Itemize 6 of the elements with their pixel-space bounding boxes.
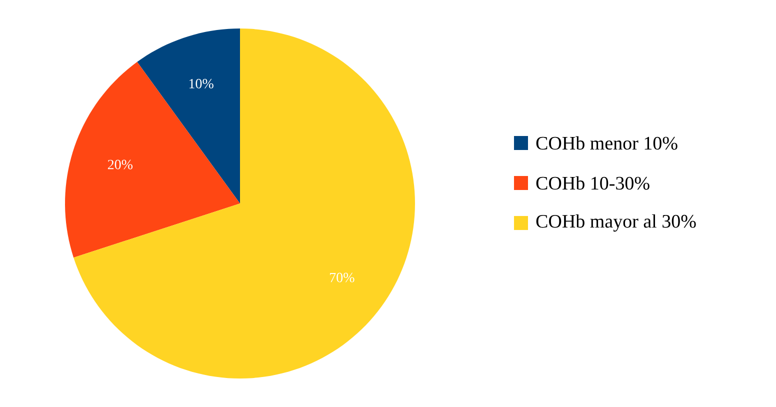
data-label: 70% — [330, 272, 354, 282]
legend-label: COHb mayor al 30% — [536, 214, 696, 232]
legend-label: COHb 10-30% — [536, 176, 650, 190]
legend-label: COHb menor 10% — [536, 136, 678, 150]
data-label: 10% — [189, 78, 214, 88]
data-label: 20% — [108, 160, 133, 170]
